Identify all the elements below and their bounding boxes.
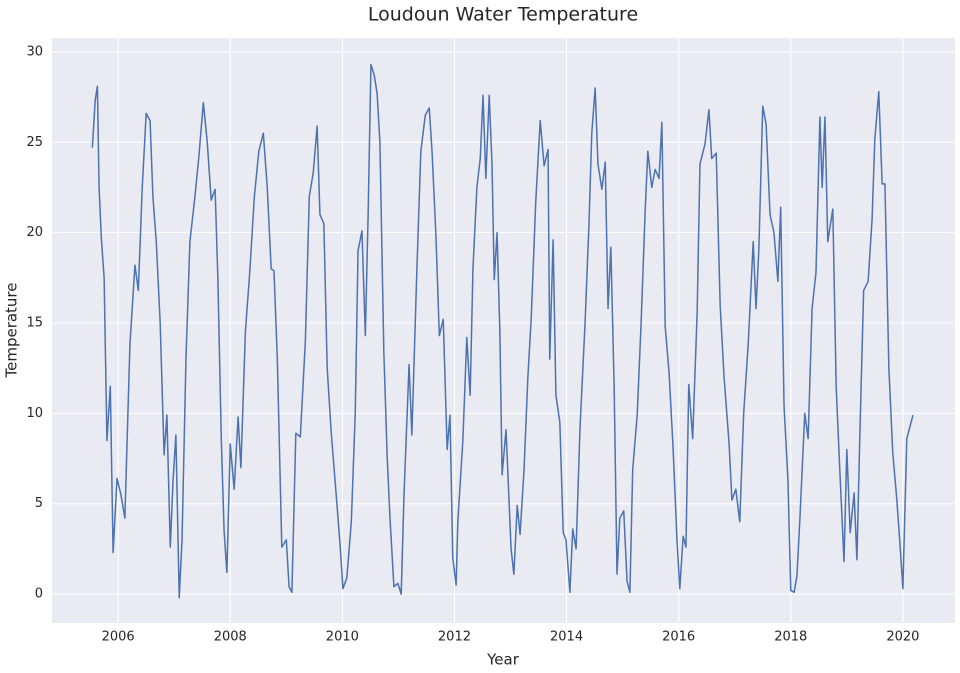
y-tick-label: 0	[35, 587, 43, 602]
y-tick-label: 5	[35, 496, 43, 511]
marks	[91, 63, 914, 599]
x-tick-label: 2014	[550, 630, 583, 645]
x-tick-label: 2016	[662, 630, 695, 645]
x-tick-label: 2018	[774, 630, 807, 645]
chart-title: Loudoun Water Temperature	[368, 4, 638, 26]
grid	[52, 38, 955, 623]
x-tick-label: 2006	[102, 630, 135, 645]
y-tick-label: 15	[26, 316, 43, 331]
plot-area	[52, 38, 955, 623]
x-tick-label: 2012	[438, 630, 471, 645]
data-line	[91, 63, 914, 599]
x-tick-label: 2010	[326, 630, 359, 645]
y-tick-label: 25	[26, 135, 43, 150]
x-tick-label: 2008	[214, 630, 247, 645]
y-tick-label: 10	[26, 406, 43, 421]
y-tick-label: 20	[26, 225, 43, 240]
x-tick-label: 2020	[886, 630, 919, 645]
y-axis-label: Temperature	[3, 282, 21, 378]
x-axis-label: Year	[486, 651, 520, 669]
y-tick-label: 30	[26, 44, 43, 59]
